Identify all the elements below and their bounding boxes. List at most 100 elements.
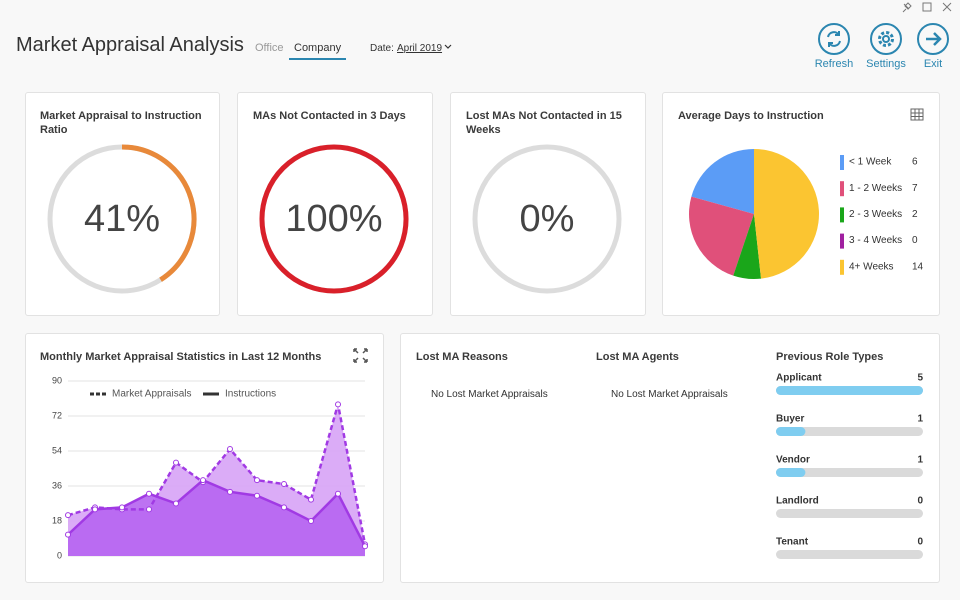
button-label[interactable]: Settings — [866, 58, 906, 70]
legend-swatch — [840, 259, 844, 275]
data-point — [173, 459, 179, 466]
table-icon[interactable] — [910, 108, 924, 121]
card-title: Previous Role Types — [776, 351, 884, 363]
role-value: 1 — [917, 414, 923, 425]
gauge-track — [472, 144, 622, 294]
settings-icon[interactable] — [878, 31, 894, 47]
role-label: Buyer — [776, 414, 804, 425]
data-point — [200, 477, 206, 484]
data-point — [146, 506, 152, 513]
legend-value: 0 — [912, 235, 918, 246]
legend-value: 6 — [912, 157, 918, 168]
legend-label: 1 - 2 Weeks — [849, 183, 902, 194]
button-label[interactable]: Exit — [923, 58, 943, 70]
close-icon[interactable] — [942, 2, 952, 12]
gauge-arc — [259, 144, 409, 294]
y-tick-label: 90 — [52, 375, 62, 385]
refresh-button[interactable] — [818, 23, 850, 55]
exit-button[interactable] — [917, 23, 949, 55]
data-point — [281, 504, 287, 511]
card-title: Market Appraisal to Instruction Ratio — [40, 110, 202, 136]
legend-label: Instructions — [225, 389, 276, 400]
legend-value: 14 — [912, 261, 924, 272]
data-point — [254, 492, 260, 499]
chevron-icon[interactable] — [444, 44, 452, 49]
pie-slice — [733, 214, 762, 279]
bar-track — [776, 427, 923, 436]
window-controls[interactable] — [902, 2, 952, 13]
area-fill — [68, 480, 365, 556]
y-tick-label: 18 — [52, 515, 62, 525]
maximize-icon[interactable] — [922, 2, 932, 12]
legend-swatch — [840, 207, 844, 223]
bar — [776, 386, 923, 395]
series-line — [67, 403, 367, 545]
data-point — [308, 496, 314, 503]
data-point — [362, 543, 368, 550]
legend-swatch — [840, 181, 844, 197]
empty-message: No Lost Market Appraisals — [611, 389, 728, 400]
date-label: Date: — [370, 43, 394, 54]
bar — [776, 468, 806, 477]
gauge-value: 0% — [520, 198, 575, 240]
bar-track — [776, 509, 923, 518]
card-title: Lost MA Reasons — [416, 351, 508, 363]
data-point — [146, 490, 152, 497]
data-point — [65, 531, 71, 538]
legend-label: 2 - 3 Weeks — [849, 209, 902, 220]
bar — [776, 427, 806, 436]
card — [237, 92, 433, 316]
series-line — [67, 478, 367, 547]
pie-slice — [691, 149, 754, 214]
exit-icon[interactable] — [926, 32, 942, 46]
data-point — [92, 506, 98, 513]
role-value: 0 — [917, 537, 923, 548]
y-tick-label: 72 — [52, 410, 62, 420]
data-point — [119, 504, 125, 511]
refresh-icon[interactable] — [828, 31, 840, 47]
data-point — [227, 446, 233, 453]
legend-swatch — [840, 233, 844, 249]
legend-label: < 1 Week — [849, 157, 892, 168]
pie-slice — [689, 196, 754, 276]
card-title: Lost MA Agents — [596, 351, 679, 363]
data-point — [173, 500, 179, 507]
gauge-arc — [121, 144, 197, 282]
legend-value: 7 — [912, 183, 918, 194]
bar-track — [776, 550, 923, 559]
pin-icon[interactable] — [902, 2, 912, 13]
date-picker[interactable]: April 2019 — [397, 43, 443, 54]
data-point — [281, 481, 287, 488]
y-tick-label: 0 — [57, 550, 62, 560]
data-point — [335, 490, 341, 497]
settings-icon[interactable] — [882, 35, 890, 43]
role-label: Applicant — [776, 373, 822, 384]
y-tick-label: 36 — [52, 480, 62, 490]
legend-label: Market Appraisals — [112, 389, 191, 400]
tab[interactable]: Company — [294, 42, 342, 54]
empty-message: No Lost Market Appraisals — [431, 389, 548, 400]
legend-value: 2 — [912, 209, 918, 220]
bar-track — [776, 468, 923, 477]
card — [400, 333, 940, 583]
active-tab-indicator — [289, 58, 346, 60]
y-tick-label: 54 — [52, 445, 62, 455]
gauge-value: 100% — [285, 198, 382, 240]
card — [450, 92, 646, 316]
data-point — [254, 477, 260, 484]
legend-label: 4+ Weeks — [849, 261, 894, 272]
button-label[interactable]: Refresh — [814, 58, 854, 70]
role-label: Tenant — [776, 537, 809, 548]
pie-slice — [754, 149, 819, 279]
data-point — [308, 518, 314, 524]
expand-icon[interactable] — [353, 348, 368, 363]
role-label: Vendor — [776, 455, 810, 466]
data-point — [335, 401, 341, 408]
role-value: 5 — [917, 373, 923, 384]
legend-swatch — [840, 155, 844, 170]
page-title: Market Appraisal Analysis — [16, 34, 244, 56]
tab[interactable]: Office — [255, 42, 284, 54]
settings-button[interactable] — [870, 23, 902, 55]
card-title: MAs Not Contacted in 3 Days — [253, 110, 406, 122]
